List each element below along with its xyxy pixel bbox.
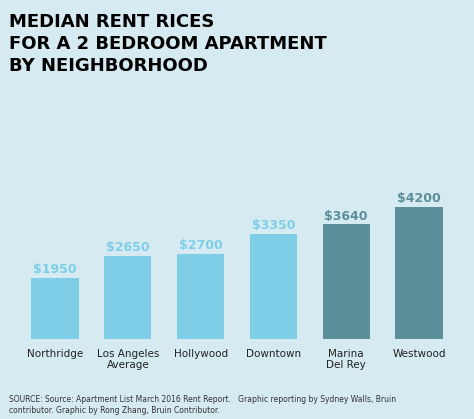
Text: $4200: $4200 (397, 192, 441, 205)
Text: SOURCE: Source: Apartment List March 2016 Rent Report.   Graphic reporting by Sy: SOURCE: Source: Apartment List March 201… (9, 396, 397, 415)
Text: $2700: $2700 (179, 239, 222, 252)
Text: $3350: $3350 (252, 219, 295, 232)
Text: $3640: $3640 (324, 210, 368, 222)
Bar (250, 233, 297, 339)
Bar (395, 207, 443, 339)
Text: $1950: $1950 (33, 263, 77, 276)
Bar (177, 254, 224, 339)
Text: MEDIAN RENT RICES
FOR A 2 BEDROOM APARTMENT
BY NEIGHBORHOOD: MEDIAN RENT RICES FOR A 2 BEDROOM APARTM… (9, 13, 327, 75)
Bar (322, 225, 370, 339)
Bar (104, 256, 152, 339)
Text: $2650: $2650 (106, 241, 150, 254)
Bar (31, 278, 79, 339)
